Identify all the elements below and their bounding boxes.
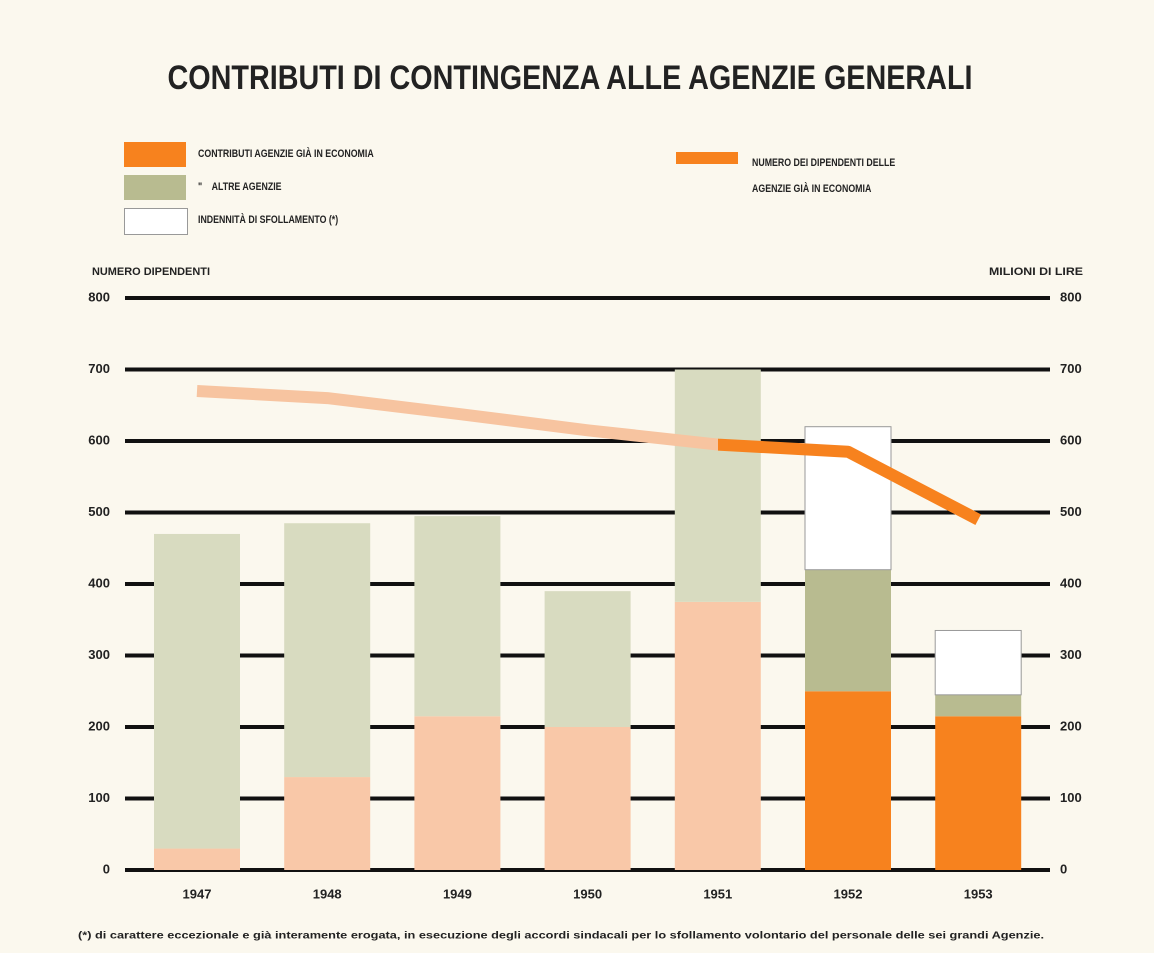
y-tick-label: 0: [103, 861, 110, 876]
x-tick-label: 1952: [834, 886, 863, 901]
legend-label: " ALTRE AGENZIE: [198, 181, 282, 193]
y-tick-label: 600: [88, 432, 110, 447]
bar: [544, 727, 631, 870]
y-tick-label: 200: [88, 718, 110, 733]
x-tick-label: 1951: [703, 886, 732, 901]
y2-tick-label: 400: [1060, 575, 1082, 590]
y-axis-label: NUMERO DIPENDENTI: [92, 266, 210, 278]
y2-tick-label: 700: [1060, 361, 1082, 376]
legend-label: NUMERO DEI DIPENDENTI DELLE AGENZIE GIÀ …: [752, 157, 896, 195]
legend-swatch: [124, 142, 186, 167]
y2-tick-label: 100: [1060, 790, 1082, 805]
bar: [674, 601, 761, 870]
y2-tick-label: 200: [1060, 718, 1082, 733]
x-tick-label: 1947: [183, 886, 212, 901]
bar: [934, 629, 1022, 696]
bar: [935, 694, 1022, 717]
legend-label: INDENNITÀ DI SFOLLAMENTO (*): [198, 214, 339, 226]
x-tick-label: 1953: [964, 886, 993, 901]
y-tick-label: 400: [88, 575, 110, 590]
bar: [414, 516, 501, 717]
y2-tick-label: 600: [1060, 432, 1082, 447]
bar: [805, 569, 891, 692]
y-tick-label: 700: [88, 361, 110, 376]
x-tick-label: 1949: [443, 886, 472, 901]
x-tick-label: 1948: [313, 886, 342, 901]
y2-tick-label: 300: [1060, 647, 1082, 662]
y2-tick-label: 500: [1060, 504, 1082, 519]
legend-label: CONTRIBUTI AGENZIE GIÀ IN ECONOMIA: [198, 148, 374, 160]
line: [196, 384, 981, 525]
y2-tick-label: 0: [1060, 861, 1067, 876]
chart-title: CONTRIBUTI DI CONTINGENZA ALLE AGENZIE G…: [168, 59, 973, 97]
y2-tick-label: 800: [1060, 289, 1082, 304]
bar: [154, 533, 240, 849]
y2-axis-label: MILIONI DI LIRE: [989, 266, 1083, 278]
y-tick-label: 500: [88, 504, 110, 519]
y-tick-label: 300: [88, 647, 110, 662]
bar: [154, 848, 240, 870]
y-tick-label: 100: [88, 790, 110, 805]
bar: [414, 716, 501, 870]
bar: [284, 777, 371, 870]
bar: [544, 591, 631, 727]
legend-swatch: [124, 175, 186, 200]
x-tick-label: 1950: [573, 886, 602, 901]
legend-swatch: [124, 208, 188, 235]
bar: [805, 691, 891, 870]
y-tick-label: 800: [88, 289, 110, 304]
bar: [674, 369, 761, 602]
bar: [284, 523, 371, 778]
legend-line: [676, 152, 738, 164]
footnote: (*) di carattere eccezionale e già inter…: [78, 931, 1044, 942]
bar: [935, 716, 1022, 870]
